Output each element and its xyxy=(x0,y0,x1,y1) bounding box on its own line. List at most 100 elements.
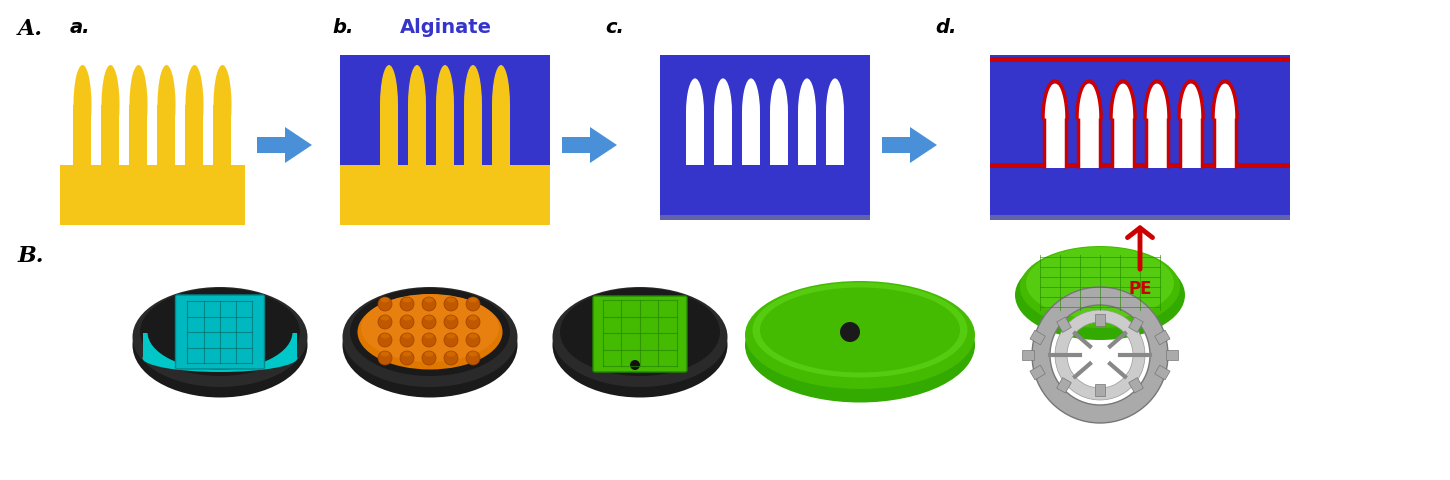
Circle shape xyxy=(444,297,458,311)
Bar xyxy=(990,55,1290,220)
Text: d.: d. xyxy=(935,18,957,37)
Bar xyxy=(1057,378,1072,393)
Text: PE: PE xyxy=(1128,280,1151,298)
Circle shape xyxy=(400,315,415,329)
Ellipse shape xyxy=(1027,247,1174,319)
Text: B.: B. xyxy=(17,245,45,267)
Circle shape xyxy=(378,333,392,347)
Bar xyxy=(1030,365,1045,380)
Bar xyxy=(144,333,297,358)
Ellipse shape xyxy=(1146,84,1169,152)
Circle shape xyxy=(629,360,639,370)
Circle shape xyxy=(444,351,458,365)
Ellipse shape xyxy=(358,295,503,370)
Ellipse shape xyxy=(403,334,412,338)
Bar xyxy=(464,105,481,165)
Circle shape xyxy=(444,315,458,329)
Ellipse shape xyxy=(1043,84,1067,152)
Bar xyxy=(1154,330,1170,345)
Ellipse shape xyxy=(425,334,434,338)
Bar xyxy=(380,105,397,165)
Ellipse shape xyxy=(403,315,412,321)
Circle shape xyxy=(422,315,436,329)
Circle shape xyxy=(465,315,480,329)
Ellipse shape xyxy=(745,281,974,389)
Bar xyxy=(990,215,1290,220)
Bar xyxy=(1077,119,1101,168)
Bar xyxy=(1044,119,1066,168)
Ellipse shape xyxy=(1019,246,1180,328)
Text: A.: A. xyxy=(17,18,44,40)
Ellipse shape xyxy=(447,334,455,338)
Bar xyxy=(1214,119,1235,168)
Ellipse shape xyxy=(407,65,426,145)
Ellipse shape xyxy=(186,65,203,145)
Ellipse shape xyxy=(132,292,307,397)
Bar xyxy=(660,215,870,220)
Ellipse shape xyxy=(380,298,390,302)
Circle shape xyxy=(422,333,436,347)
Ellipse shape xyxy=(142,344,297,372)
Ellipse shape xyxy=(74,65,91,145)
Bar xyxy=(158,105,175,165)
Bar xyxy=(1095,314,1105,326)
Bar xyxy=(1154,365,1170,380)
Ellipse shape xyxy=(468,351,477,357)
Ellipse shape xyxy=(213,65,232,145)
Bar xyxy=(1095,384,1105,396)
Ellipse shape xyxy=(141,288,300,376)
Circle shape xyxy=(378,315,392,329)
Bar xyxy=(129,105,148,165)
Bar xyxy=(59,165,245,225)
Bar xyxy=(770,112,787,165)
Ellipse shape xyxy=(349,288,510,376)
Ellipse shape xyxy=(403,351,412,357)
Bar xyxy=(339,165,550,225)
Bar xyxy=(990,163,1290,168)
Ellipse shape xyxy=(447,315,455,321)
Bar xyxy=(213,105,232,165)
Bar xyxy=(1180,119,1202,168)
Ellipse shape xyxy=(380,315,390,321)
Bar xyxy=(990,57,1290,62)
Ellipse shape xyxy=(380,351,390,357)
Text: a.: a. xyxy=(70,18,90,37)
Circle shape xyxy=(465,333,480,347)
Bar xyxy=(798,112,816,165)
Circle shape xyxy=(444,333,458,347)
Text: Alginate: Alginate xyxy=(400,18,492,37)
Bar xyxy=(686,112,705,165)
Ellipse shape xyxy=(129,65,148,145)
Ellipse shape xyxy=(1179,84,1204,152)
Ellipse shape xyxy=(770,78,787,146)
Bar xyxy=(1128,317,1144,332)
Ellipse shape xyxy=(1077,84,1101,152)
Ellipse shape xyxy=(425,351,434,357)
Circle shape xyxy=(840,322,860,342)
Ellipse shape xyxy=(560,288,721,376)
Polygon shape xyxy=(257,127,312,163)
Bar xyxy=(1022,350,1034,360)
Circle shape xyxy=(465,351,480,365)
Bar xyxy=(826,112,844,165)
Ellipse shape xyxy=(380,65,397,145)
Circle shape xyxy=(378,297,392,311)
Ellipse shape xyxy=(1015,250,1185,340)
Ellipse shape xyxy=(447,351,455,357)
Circle shape xyxy=(465,297,480,311)
Ellipse shape xyxy=(742,78,760,146)
Ellipse shape xyxy=(713,78,732,146)
Bar xyxy=(1166,350,1177,360)
Bar xyxy=(492,105,510,165)
Circle shape xyxy=(400,351,415,365)
Bar xyxy=(742,112,760,165)
Circle shape xyxy=(378,351,392,365)
Ellipse shape xyxy=(492,65,510,145)
Ellipse shape xyxy=(798,78,816,146)
Ellipse shape xyxy=(468,315,477,321)
Ellipse shape xyxy=(1111,84,1135,152)
Ellipse shape xyxy=(567,295,712,370)
Ellipse shape xyxy=(342,287,518,387)
Text: c.: c. xyxy=(605,18,624,37)
Circle shape xyxy=(422,351,436,365)
